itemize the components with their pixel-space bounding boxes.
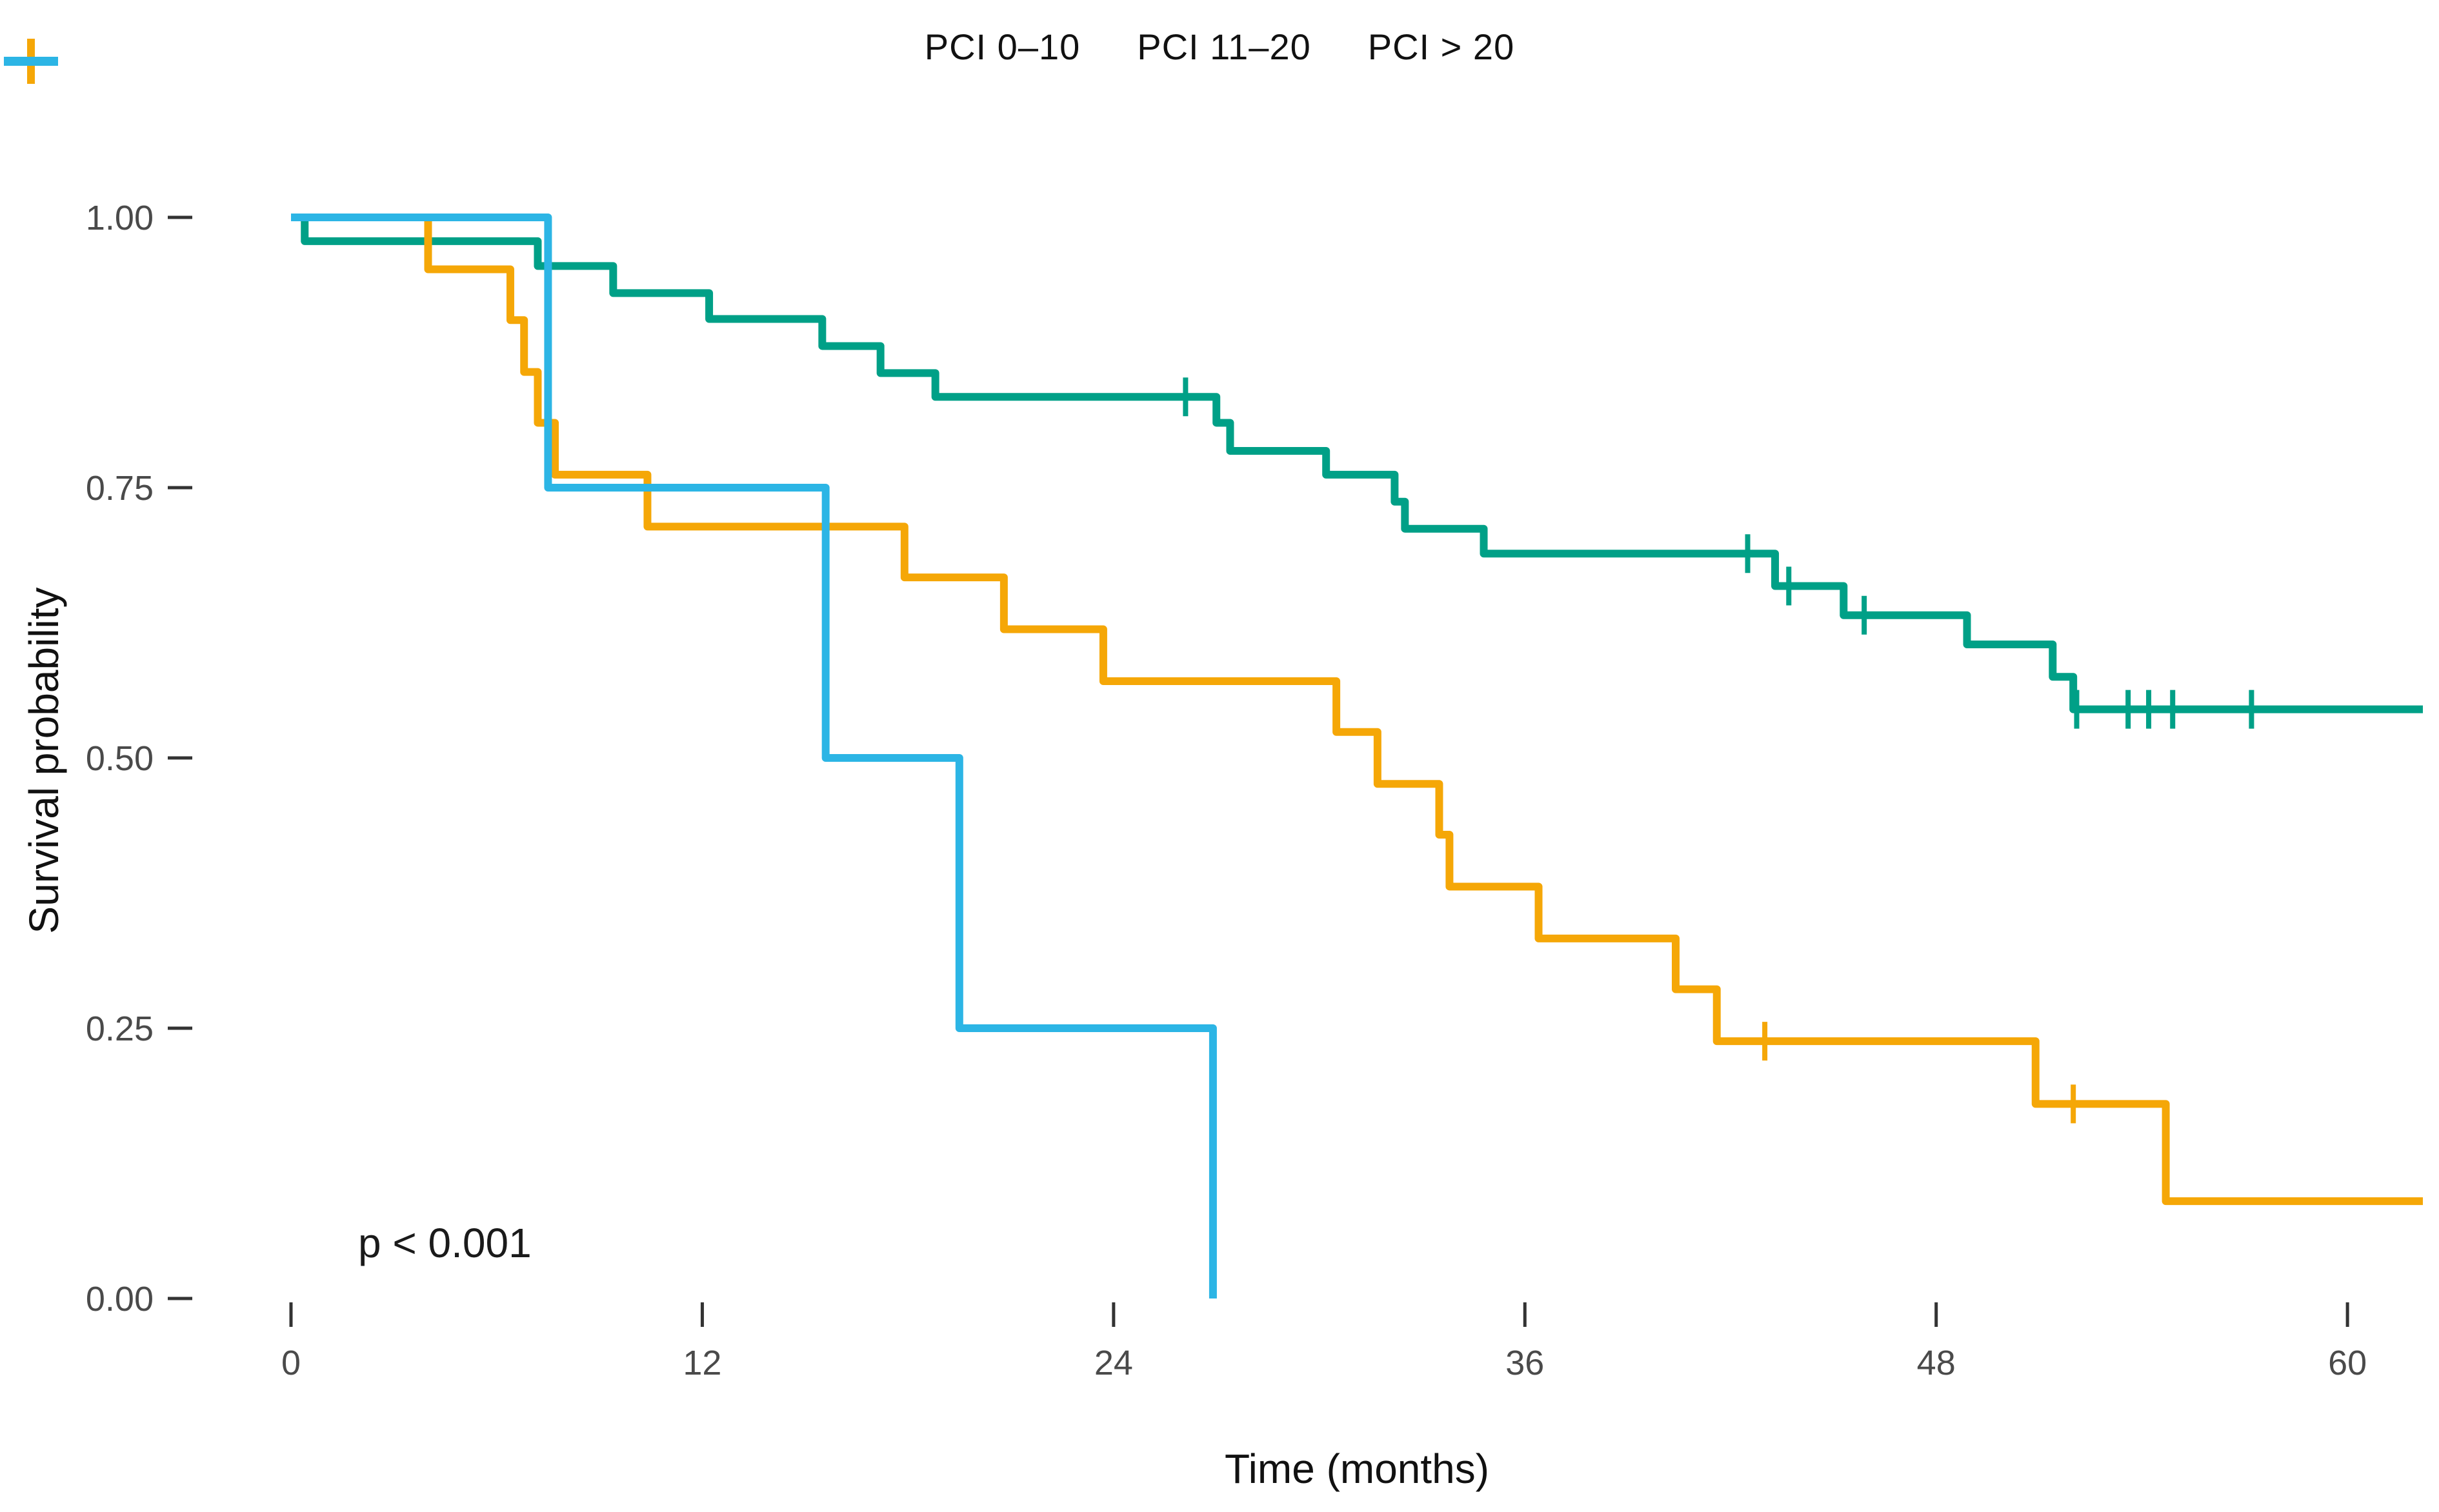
legend-label: PCI 0–10 [924,26,1081,67]
survival-curve-pci-20 [291,214,1217,1298]
x-tick-label: 0 [281,1344,301,1382]
legend-label: PCI > 20 [1367,26,1515,67]
legend-label: PCI 11–20 [1137,26,1311,67]
legend-item-pci-0-10: PCI 0–10 [4,26,1081,84]
y-tick-label: 1.00 [86,199,154,237]
y-tick-label: 0.50 [86,739,154,778]
p-value-annotation: p < 0.001 [358,1220,532,1266]
line-marker-icon [4,57,58,66]
x-axis-title: Time (months) [1224,1446,1490,1492]
legend-item-pci-gt-20: PCI > 20 [4,26,1515,68]
y-tick-label: 0.00 [86,1280,154,1318]
survival-curve-pci-0-10 [291,214,2423,713]
legend-item-pci-11-20: PCI 11–20 [4,26,1311,84]
x-tick-label: 48 [1917,1344,1956,1382]
survival-curve-pci-11-20 [291,214,2423,1206]
x-tick-label: 36 [1505,1344,1544,1382]
y-tick-label: 0.25 [86,1010,154,1048]
x-tick-label: 24 [1094,1344,1133,1382]
y-tick-label: 0.75 [86,469,154,508]
x-tick-label: 12 [683,1344,721,1382]
x-tick-label: 60 [2328,1344,2367,1382]
y-axis-title: Survival probability [21,587,67,934]
chart-legend: PCI 0–10 PCI 11–20 PCI > 20 [0,26,2439,84]
